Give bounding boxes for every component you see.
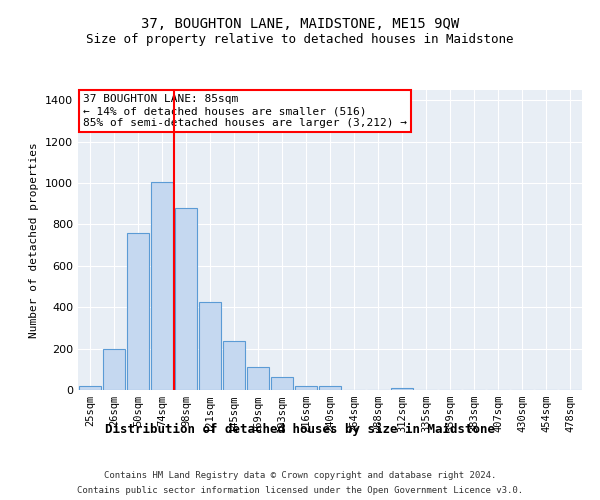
Bar (127, 233, 149, 390)
Bar (247, 367, 269, 390)
Bar (295, 386, 317, 390)
Bar (103, 348, 125, 390)
Text: Size of property relative to detached houses in Maidstone: Size of property relative to detached ho… (86, 32, 514, 46)
Bar (271, 376, 293, 390)
Y-axis label: Number of detached properties: Number of detached properties (29, 142, 40, 338)
Bar (151, 182, 173, 390)
Bar (199, 302, 221, 390)
Text: Contains public sector information licensed under the Open Government Licence v3: Contains public sector information licen… (77, 486, 523, 495)
Bar (223, 342, 245, 390)
Bar (319, 386, 341, 390)
Bar (175, 208, 197, 390)
Text: Distribution of detached houses by size in Maidstone: Distribution of detached houses by size … (105, 422, 495, 436)
Text: 37, BOUGHTON LANE, MAIDSTONE, ME15 9QW: 37, BOUGHTON LANE, MAIDSTONE, ME15 9QW (141, 18, 459, 32)
Text: Contains HM Land Registry data © Crown copyright and database right 2024.: Contains HM Land Registry data © Crown c… (104, 471, 496, 480)
Bar (391, 388, 413, 390)
Bar (79, 386, 101, 390)
Text: 37 BOUGHTON LANE: 85sqm
← 14% of detached houses are smaller (516)
85% of semi-d: 37 BOUGHTON LANE: 85sqm ← 14% of detache… (83, 94, 407, 128)
